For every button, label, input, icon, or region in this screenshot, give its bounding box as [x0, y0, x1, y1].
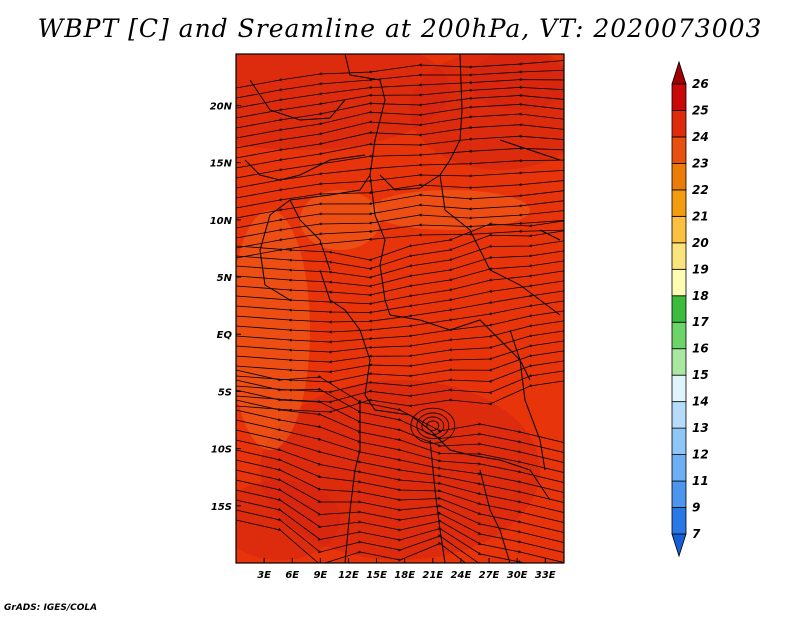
country-border [439, 54, 561, 316]
y-tick-label: 15S [211, 502, 232, 513]
colorbar-label: 24 [692, 130, 709, 144]
colorbar-swatch [671, 189, 687, 217]
colorbar-swatch [671, 163, 687, 191]
y-tick-label: 10N [210, 216, 233, 227]
x-tick-label: 9E [313, 570, 327, 581]
field-patch [300, 190, 380, 250]
y-tick-label: 10S [211, 445, 232, 456]
x-tick-label: 3E [257, 570, 271, 581]
colorbar-label: 18 [692, 289, 709, 303]
colorbar-label: 21 [692, 209, 709, 223]
y-tick-label: EQ [217, 330, 233, 341]
country-border [479, 469, 511, 563]
colorbar-label: 19 [692, 262, 709, 276]
country-border [369, 174, 391, 316]
colorbar-swatch [671, 321, 687, 350]
x-tick-label: 24E [451, 570, 472, 581]
colorbar-swatch [671, 348, 687, 376]
colorbar-swatch [671, 110, 687, 138]
y-tick-label: 15N [210, 159, 233, 170]
x-tick-label: 21E [422, 570, 443, 581]
colorbar-high-arrow [671, 60, 687, 85]
colorbar-label: 15 [692, 368, 709, 382]
colorbar-label: 13 [692, 421, 709, 435]
colorbar-label: 9 [692, 501, 700, 515]
colorbar-label: 25 [692, 103, 709, 117]
colorbar-label: 23 [692, 156, 709, 170]
colorbar-swatch [671, 295, 687, 323]
colorbar-swatch [671, 215, 687, 244]
country-border [319, 269, 411, 416]
circulation-ring [421, 416, 445, 435]
country-border [509, 329, 546, 471]
colorbar-label: 16 [692, 342, 709, 356]
latitude-axis: 20N 15N 10N 5N EQ 5S 10S 15S [210, 101, 241, 513]
colorbar-label: 14 [692, 395, 709, 409]
x-tick-label: 12E [338, 570, 359, 581]
x-tick-label: 6E [285, 570, 299, 581]
colorbar-label: 17 [692, 315, 709, 329]
x-tick-label: 15E [366, 570, 387, 581]
colorbar-swatch [671, 401, 687, 429]
y-tick-label: 20N [210, 101, 233, 112]
colorbar-low-arrow [671, 533, 687, 558]
colorbar-swatch [671, 374, 687, 403]
country-border [409, 414, 551, 501]
colorbar-label: 12 [692, 448, 709, 462]
longitude-axis: 3E 6E 9E 12E 15E 18E 21E 24E 27E 30E 33E [257, 558, 556, 581]
streamlines [236, 60, 564, 563]
colorbar-swatch [671, 268, 687, 297]
map-area [236, 54, 564, 563]
country-border [244, 154, 366, 181]
country-border [379, 174, 441, 191]
colorbar-swatch [671, 454, 687, 482]
colorbar-swatch [671, 136, 687, 164]
chart-title: WBPT [C] and Sreamline at 200hPa, VT: 20… [37, 14, 763, 43]
y-tick-label: 5N [217, 273, 233, 284]
colorbar-label: 22 [692, 183, 709, 197]
field-patch [236, 54, 450, 150]
x-tick-label: 33E [535, 570, 556, 581]
country-border [539, 229, 561, 241]
colorbar-swatch [671, 427, 687, 455]
circulation-ring [410, 407, 456, 444]
colorbar-label: 11 [692, 474, 709, 488]
y-tick-label: 5S [218, 387, 232, 398]
circulation-ring [426, 420, 440, 431]
colorbar-swatch [671, 480, 687, 508]
country-border [249, 79, 346, 121]
country-border [499, 139, 561, 161]
map-frame [235, 53, 565, 564]
x-tick-label: 27E [479, 570, 500, 581]
country-border [429, 439, 446, 563]
country-border [289, 199, 331, 271]
colorbar: 7 9 11 12 13 14 15 16 17 18 19 20 21 22 23 24 25 26 [671, 60, 709, 558]
country-border [259, 54, 386, 301]
colorbar-label: 20 [692, 236, 709, 250]
colorbar-swatch [671, 83, 687, 111]
colorbar-swatch [671, 242, 687, 270]
x-tick-label: 18E [394, 570, 415, 581]
streamline [236, 519, 522, 563]
colorbar-swatch [671, 507, 687, 535]
grads-credit: GrADS: IGES/COLA [4, 603, 98, 613]
country-borders [244, 54, 561, 563]
circulation-ring [416, 412, 450, 439]
country-border [344, 400, 361, 563]
x-tick-label: 30E [507, 570, 528, 581]
colorbar-label: 26 [692, 77, 709, 91]
colorbar-label: 7 [692, 527, 701, 541]
